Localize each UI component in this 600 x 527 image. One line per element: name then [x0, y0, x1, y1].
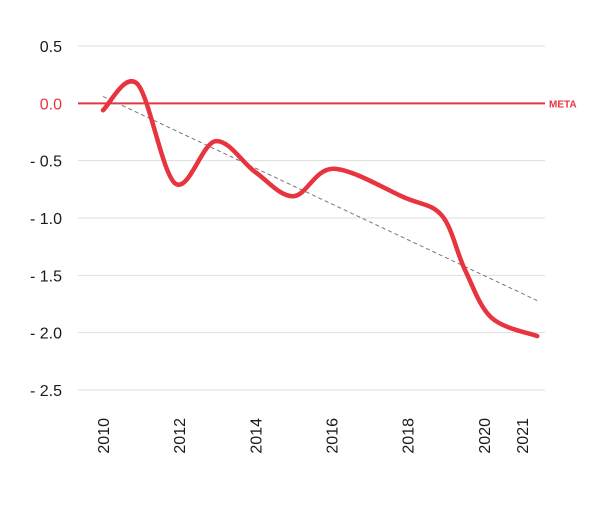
x-tick-label: 2020 — [477, 418, 494, 454]
y-tick-label: - 1.0 — [30, 211, 62, 228]
y-tick-label: 0.5 — [40, 39, 62, 56]
y-tick-label: - 2.0 — [30, 326, 62, 343]
series-line — [100, 79, 540, 339]
x-tick-label: 2010 — [96, 418, 113, 454]
trend-line — [102, 96, 538, 302]
x-tick-label: 2014 — [248, 418, 265, 454]
x-tick-label: 2018 — [401, 418, 418, 454]
y-tick-label: - 1.5 — [30, 268, 62, 285]
y-axis: 0.5 0.0 - 0.5 - 1.0 - 1.5 - 2.0 - 2.5 — [30, 39, 62, 400]
x-tick-label: 2012 — [172, 418, 189, 454]
x-tick-label: 2021 — [515, 418, 532, 454]
y-tick-label: 0.0 — [40, 96, 62, 113]
reference-line-label: META — [549, 99, 577, 110]
y-tick-label: - 2.5 — [30, 383, 62, 400]
y-tick-label: - 0.5 — [30, 154, 62, 171]
x-axis: 2010 2012 2014 2016 2018 2020 2021 — [96, 418, 532, 454]
grid — [78, 45, 545, 391]
x-tick-label: 2016 — [325, 418, 342, 454]
